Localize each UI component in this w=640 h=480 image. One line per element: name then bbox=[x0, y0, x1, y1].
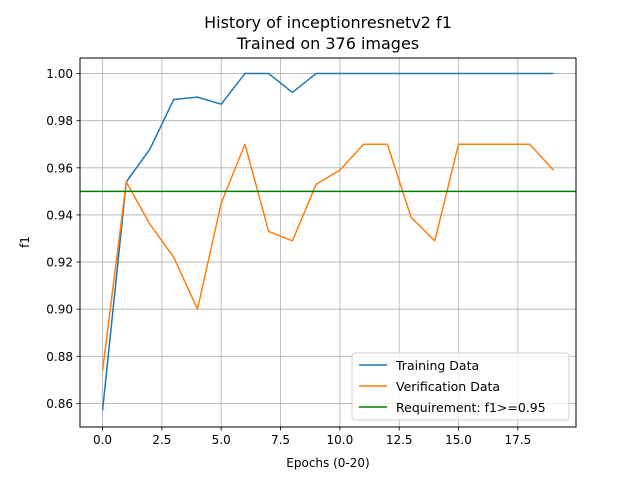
y-tick-label: 0.94 bbox=[46, 208, 73, 222]
legend: Training Data Verification Data Requirem… bbox=[351, 352, 570, 421]
y-tick-label: 0.96 bbox=[46, 161, 73, 175]
legend-label-requirement: Requirement: f1>=0.95 bbox=[396, 400, 546, 415]
y-tick-label: 0.90 bbox=[46, 303, 73, 317]
legend-label-training: Training Data bbox=[395, 358, 479, 373]
y-tick-label: 0.88 bbox=[46, 350, 73, 364]
series-line-verification bbox=[101, 143, 555, 371]
series-lines bbox=[80, 72, 576, 411]
y-tick-label: 0.86 bbox=[46, 397, 73, 411]
legend-label-verification: Verification Data bbox=[396, 379, 500, 394]
y-tick-label: 0.92 bbox=[46, 256, 73, 270]
x-tick-label: 5.0 bbox=[212, 433, 231, 447]
x-tick-label: 0.0 bbox=[93, 433, 112, 447]
y-tick-label: 1.00 bbox=[46, 67, 73, 81]
x-tick-label: 15.0 bbox=[445, 433, 472, 447]
x-tick-label: 2.5 bbox=[152, 433, 171, 447]
axis-ticks: 0.0 2.5 5.0 7.5 10.0 12.5 15.0 17.5 0.86 0.88 0.90… bbox=[46, 67, 531, 447]
x-tick-label: 12.5 bbox=[386, 433, 413, 447]
x-axis-label: Epochs (0-20) bbox=[286, 456, 369, 470]
chart-title: History of inceptionresnetv2 f1 bbox=[204, 13, 452, 32]
y-tick-label: 0.98 bbox=[46, 114, 73, 128]
chart-subtitle: Trained on 376 images bbox=[236, 34, 419, 53]
legend-box bbox=[351, 352, 570, 421]
x-tick-label: 17.5 bbox=[504, 433, 531, 447]
y-axis-label: f1 bbox=[18, 236, 32, 248]
x-tick-label: 10.0 bbox=[327, 433, 354, 447]
plot-area-frame bbox=[79, 57, 577, 428]
x-tick-label: 7.5 bbox=[271, 433, 290, 447]
series-line-training bbox=[101, 72, 554, 411]
